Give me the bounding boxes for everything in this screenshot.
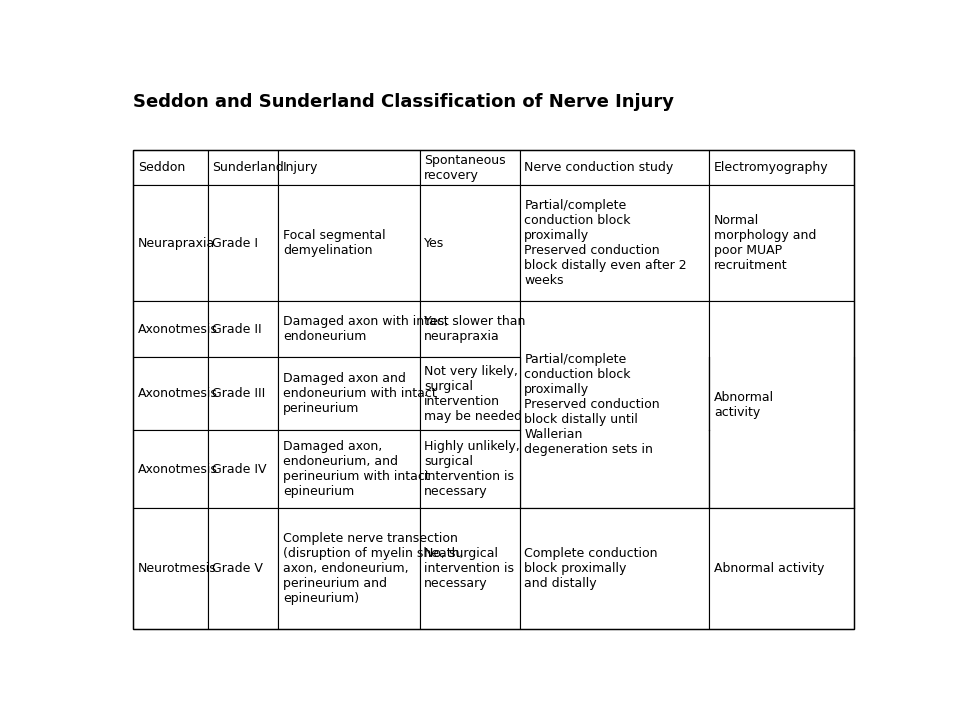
Text: Neurotmesis: Neurotmesis: [138, 562, 217, 575]
Text: Seddon: Seddon: [138, 161, 185, 174]
Text: Grade V: Grade V: [212, 562, 263, 575]
Bar: [420, 431, 520, 508]
Text: Partial/complete
conduction block
proximally
Preserved conduction
block distally: Partial/complete conduction block proxim…: [524, 354, 660, 456]
Text: Partial/complete
conduction block
proximally
Preserved conduction
block distally: Partial/complete conduction block proxim…: [524, 199, 687, 287]
Bar: [133, 185, 207, 301]
Bar: [207, 185, 278, 301]
Bar: [520, 508, 709, 629]
Bar: [133, 431, 207, 508]
Bar: [207, 357, 278, 431]
Bar: [133, 508, 207, 629]
Text: Highly unlikely,
surgical
intervention is
necessary: Highly unlikely, surgical intervention i…: [424, 441, 519, 498]
Text: Focal segmental
demyelination: Focal segmental demyelination: [283, 229, 385, 257]
Bar: [133, 357, 207, 431]
Bar: [207, 150, 278, 185]
Bar: [709, 185, 854, 301]
Text: Spontaneous
recovery: Spontaneous recovery: [424, 153, 506, 181]
Text: Damaged axon,
endoneurium, and
perineurium with intact
epineurium: Damaged axon, endoneurium, and perineuri…: [283, 441, 429, 498]
Bar: [207, 431, 278, 508]
Bar: [278, 508, 420, 629]
Text: Grade III: Grade III: [212, 387, 265, 400]
Bar: [420, 150, 520, 185]
Bar: [278, 301, 420, 357]
Text: Abnormal
activity: Abnormal activity: [714, 391, 774, 419]
Text: Axonotmesis: Axonotmesis: [138, 463, 218, 476]
Bar: [709, 150, 854, 185]
Bar: [133, 150, 207, 185]
Text: Seddon and Sunderland Classification of Nerve Injury: Seddon and Sunderland Classification of …: [133, 94, 674, 112]
Bar: [420, 357, 520, 431]
Bar: [133, 150, 854, 629]
Bar: [520, 150, 709, 185]
Text: Complete conduction
block proximally
and distally: Complete conduction block proximally and…: [524, 547, 658, 590]
Text: Yes, slower than
neurapraxia: Yes, slower than neurapraxia: [424, 315, 525, 343]
Bar: [520, 185, 709, 301]
Bar: [207, 508, 278, 629]
Text: Axonotmesis: Axonotmesis: [138, 323, 218, 336]
Bar: [278, 185, 420, 301]
Bar: [133, 301, 207, 357]
Text: Not very likely,
surgical
intervention
may be needed: Not very likely, surgical intervention m…: [424, 364, 522, 423]
Text: Yes: Yes: [424, 237, 444, 250]
Bar: [420, 301, 520, 357]
Bar: [278, 357, 420, 431]
Bar: [420, 185, 520, 301]
Text: Neurapraxia: Neurapraxia: [138, 237, 215, 250]
Text: Sunderland: Sunderland: [212, 161, 284, 174]
Text: Grade IV: Grade IV: [212, 463, 267, 476]
Text: Grade II: Grade II: [212, 323, 262, 336]
Text: Injury: Injury: [283, 161, 318, 174]
Bar: [420, 508, 520, 629]
Text: Complete nerve transection
(disruption of myelin sheath,
axon, endoneurium,
peri: Complete nerve transection (disruption o…: [283, 532, 464, 605]
Text: Electromyography: Electromyography: [714, 161, 828, 174]
Text: Axonotmesis: Axonotmesis: [138, 387, 218, 400]
Bar: [709, 301, 854, 508]
Text: Damaged axon and
endoneurium with intact
perineurium: Damaged axon and endoneurium with intact…: [283, 372, 437, 415]
Text: No, surgical
intervention is
necessary: No, surgical intervention is necessary: [424, 547, 514, 590]
Bar: [278, 150, 420, 185]
Bar: [278, 431, 420, 508]
Bar: [709, 508, 854, 629]
Text: Grade I: Grade I: [212, 237, 258, 250]
Text: Abnormal activity: Abnormal activity: [714, 562, 825, 575]
Text: Damaged axon with intact
endoneurium: Damaged axon with intact endoneurium: [283, 315, 448, 343]
Text: Nerve conduction study: Nerve conduction study: [524, 161, 674, 174]
Bar: [207, 301, 278, 357]
Bar: [520, 301, 709, 508]
Text: Normal
morphology and
poor MUAP
recruitment: Normal morphology and poor MUAP recruitm…: [714, 214, 816, 272]
